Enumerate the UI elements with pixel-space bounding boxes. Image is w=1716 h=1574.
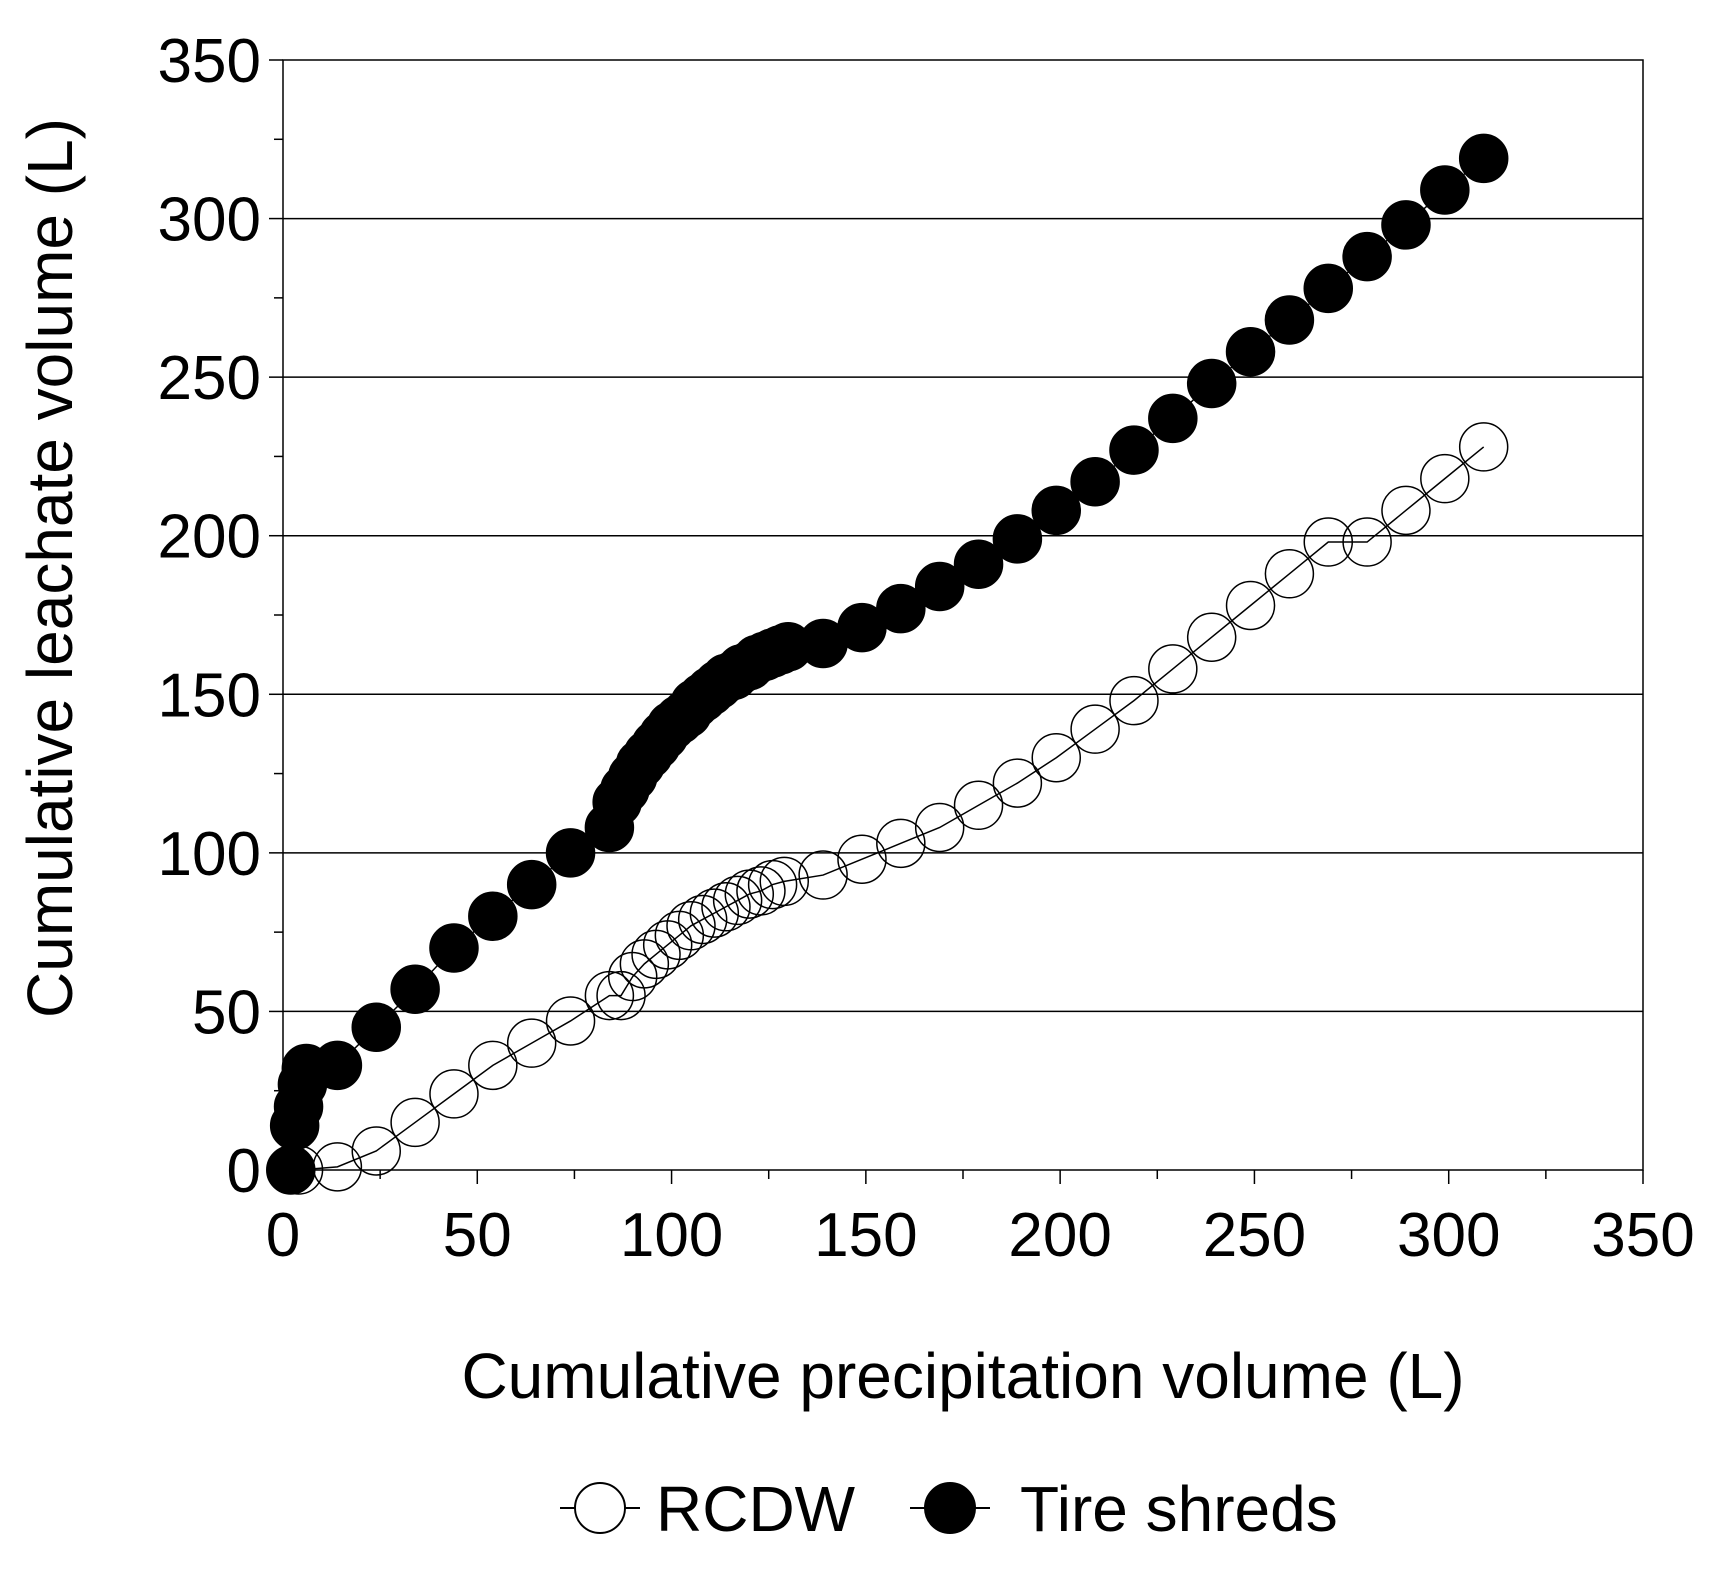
legend: RCDW Tire shreds <box>560 1473 1338 1545</box>
data-point-tire-shreds <box>1264 295 1315 345</box>
data-point-tire-shreds <box>545 828 596 878</box>
tick-labels: 0 50 100 150 200 250 300 350 0 50 100 150 200 250 300 3… <box>158 27 1695 1270</box>
x-tick-label-50: 50 <box>443 1201 512 1270</box>
legend-label-tire-shreds: Tire shreds <box>1020 1473 1338 1545</box>
x-tick-label-100: 100 <box>620 1201 723 1270</box>
data-point-rcdw <box>666 901 716 951</box>
data-point-rcdw <box>545 996 596 1046</box>
y-tick-label-200: 200 <box>158 503 261 572</box>
legend-item-tire-shreds: Tire shreds <box>910 1473 1338 1545</box>
data-point-tire-shreds <box>1303 263 1354 314</box>
data-point-rcdw <box>506 1018 557 1068</box>
data-point-rcdw <box>914 802 965 853</box>
data-point-tire-shreds <box>1458 133 1509 184</box>
data-point-tire-shreds <box>992 514 1043 564</box>
data-point-rcdw <box>1342 517 1392 567</box>
data-point-rcdw <box>798 850 848 900</box>
data-point-rcdw <box>1109 675 1159 726</box>
data-point-rcdw <box>876 818 926 869</box>
x-tick-label-200: 200 <box>1008 1201 1111 1270</box>
data-point-tire-shreds <box>1186 358 1237 409</box>
data-point-tire-shreds <box>953 539 1004 590</box>
x-tick-label-250: 250 <box>1203 1201 1306 1270</box>
data-point-rcdw <box>429 1069 479 1119</box>
plot-frame <box>282 59 1644 1171</box>
series-line-rcdw <box>298 446 1485 1171</box>
legend-marker-tire-shreds <box>924 1482 976 1534</box>
y-tick-label-0: 0 <box>227 1137 261 1206</box>
data-point-tire-shreds <box>1109 425 1159 475</box>
data-point-rcdw <box>1031 732 1082 783</box>
data-point-rcdw <box>1186 612 1237 662</box>
data-point-tire-shreds <box>914 561 965 612</box>
data-point-tire-shreds <box>876 583 926 634</box>
data-point-rcdw <box>677 894 728 945</box>
data-point-tire-shreds <box>1381 200 1431 250</box>
axes <box>282 59 1644 1171</box>
data-point-tire-shreds <box>1420 165 1470 215</box>
data-point-rcdw <box>736 866 786 916</box>
data-point-tire-shreds <box>390 964 440 1014</box>
axis-ticks <box>269 59 1644 1184</box>
data-point-tire-shreds <box>1342 231 1392 282</box>
data-point-tire-shreds <box>506 859 557 910</box>
series-rcdw <box>273 422 1509 1195</box>
data-point-tire-shreds <box>312 1040 363 1091</box>
series-tire-shreds <box>266 133 1509 1195</box>
data-point-rcdw <box>1148 644 1198 694</box>
data-point-tire-shreds <box>1148 393 1198 444</box>
y-tick-label-150: 150 <box>158 661 261 730</box>
y-tick-label-300: 300 <box>158 186 261 255</box>
data-point-rcdw <box>1420 453 1470 504</box>
data-point-tire-shreds <box>351 1002 402 1053</box>
data-point-rcdw <box>712 875 763 926</box>
x-tick-label-0: 0 <box>266 1201 300 1270</box>
data-series <box>266 133 1509 1195</box>
data-point-tire-shreds <box>1031 485 1082 536</box>
data-point-rcdw <box>953 780 1004 831</box>
data-point-tire-shreds <box>1070 457 1120 507</box>
legend-item-rcdw: RCDW <box>560 1473 856 1545</box>
y-tick-label-100: 100 <box>158 820 261 889</box>
data-point-rcdw <box>390 1097 440 1148</box>
data-point-rcdw <box>837 834 887 884</box>
data-point-rcdw <box>1225 580 1276 631</box>
data-point-rcdw <box>1303 517 1354 567</box>
data-point-rcdw <box>1458 422 1509 472</box>
y-axis-title: Cumulative leachate volume (L) <box>14 118 86 1018</box>
data-point-rcdw <box>1070 704 1120 754</box>
data-point-rcdw <box>992 758 1043 808</box>
data-point-rcdw <box>1381 485 1431 536</box>
data-point-tire-shreds <box>468 891 518 942</box>
data-point-rcdw <box>351 1126 402 1176</box>
x-tick-label-350: 350 <box>1591 1201 1694 1270</box>
legend-marker-rcdw <box>574 1482 626 1534</box>
x-tick-label-150: 150 <box>814 1201 917 1270</box>
data-point-tire-shreds <box>266 1145 316 1195</box>
data-point-tire-shreds <box>429 923 479 973</box>
data-point-tire-shreds <box>1225 327 1276 377</box>
data-point-rcdw <box>468 1040 518 1091</box>
y-tick-label-250: 250 <box>158 344 261 413</box>
data-point-rcdw <box>1264 549 1315 599</box>
grid-lines <box>283 217 1643 1013</box>
data-point-rcdw <box>759 856 810 907</box>
x-tick-label-300: 300 <box>1397 1201 1500 1270</box>
legend-label-rcdw: RCDW <box>656 1473 856 1545</box>
data-point-rcdw <box>701 882 751 932</box>
y-tick-label-50: 50 <box>192 978 261 1047</box>
data-point-rcdw <box>689 888 740 938</box>
x-axis-title: Cumulative precipitation volume (L) <box>461 1340 1464 1412</box>
y-tick-label-350: 350 <box>158 27 261 96</box>
